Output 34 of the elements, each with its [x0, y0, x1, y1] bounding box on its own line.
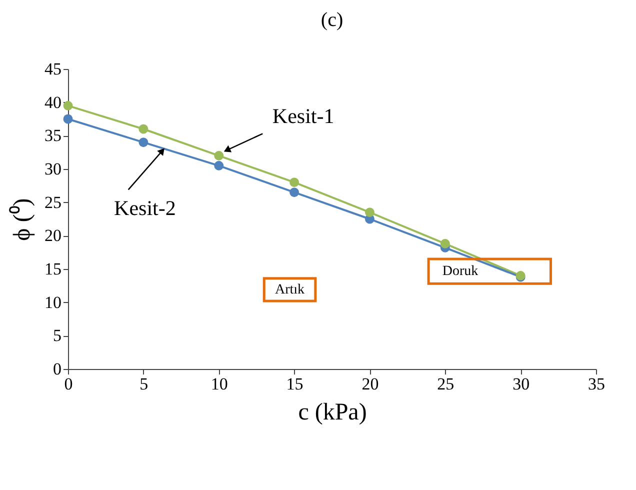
- text: Kesit-1: [272, 104, 334, 128]
- y-tick-label: 10: [44, 292, 62, 312]
- y-tick-label: 15: [44, 260, 62, 278]
- y-tick-label: 35: [44, 126, 62, 146]
- x-tick-label: 10: [210, 374, 228, 394]
- point: [214, 150, 224, 160]
- series-label: Kesit-2: [114, 196, 176, 220]
- y-tick-label: 25: [44, 192, 62, 212]
- point: [290, 178, 300, 188]
- x-tick-label: 30: [512, 374, 530, 394]
- point: [440, 238, 450, 248]
- annotation: Artık: [274, 282, 305, 298]
- x-tick-label: 35: [588, 374, 605, 394]
- x-axis-title: c (kPa): [298, 400, 367, 426]
- point: [364, 208, 374, 218]
- y-tick-label: 45: [44, 60, 62, 78]
- y-tick-label: 0: [53, 360, 62, 378]
- y-tick-label: 40: [44, 92, 62, 112]
- point: [214, 160, 224, 170]
- x-tick-label: 25: [437, 374, 454, 394]
- chart-title: (c): [320, 9, 344, 31]
- x-tick-label: 15: [286, 374, 304, 394]
- point: [63, 100, 73, 110]
- annotation: Doruk: [442, 264, 478, 279]
- x-tick-label: 5: [140, 374, 148, 394]
- point: [138, 124, 148, 134]
- y-tick-label: 20: [44, 226, 62, 246]
- y-tick-label: 30: [44, 160, 62, 178]
- point: [63, 114, 73, 124]
- x-tick-label: 20: [362, 374, 379, 394]
- point: [290, 188, 300, 198]
- y-tick-label: 5: [53, 326, 62, 346]
- point: [138, 138, 148, 148]
- y-axis-title: ϕ (⁰): [8, 198, 36, 241]
